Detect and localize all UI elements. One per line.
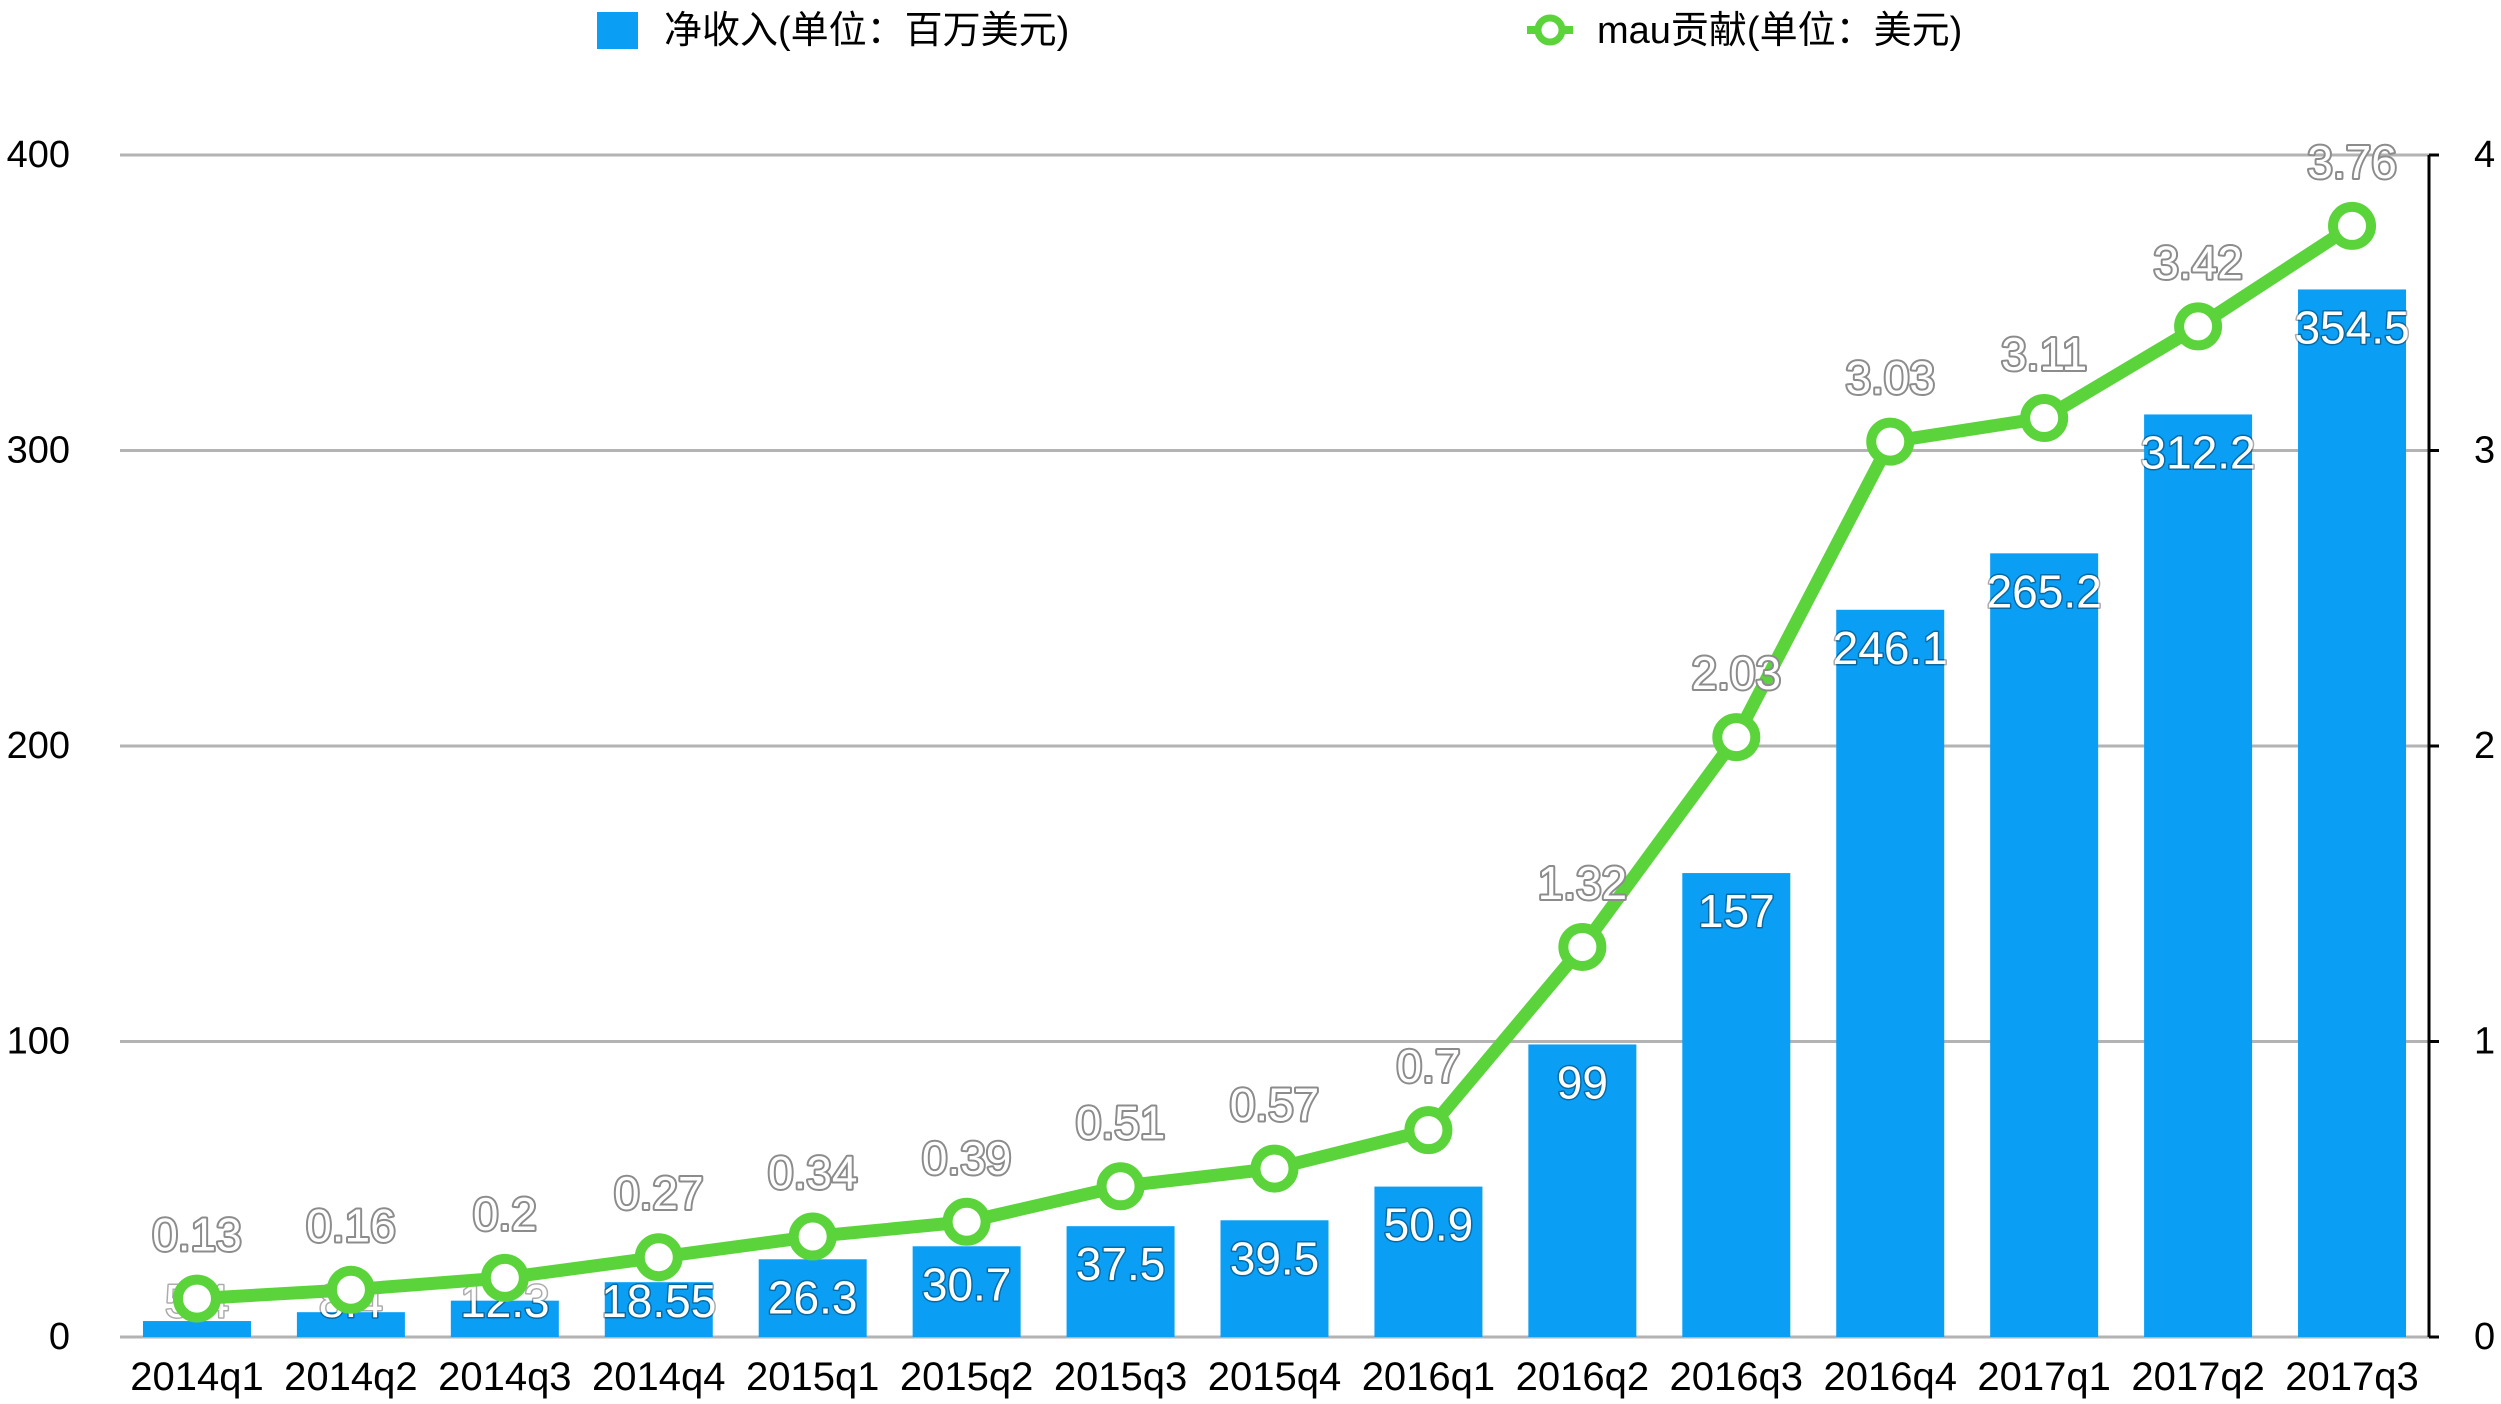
bar-data-label-2017q2: 312.2	[2141, 426, 2256, 478]
mau-point-2016q2	[1558, 922, 1607, 971]
bar-2017q2	[2144, 414, 2253, 1338]
bar-2016q3	[1682, 873, 1791, 1337]
legend-label-mau: mau贡献(单位：美元)	[1597, 10, 1962, 52]
legend-label-revenue: 净收入(单位：百万美元)	[664, 10, 1069, 52]
bar-2015q1	[758, 1259, 867, 1337]
bar-2016q1	[1374, 1186, 1483, 1337]
bar-data-label-2014q4: 18.55	[601, 1275, 716, 1327]
x-tick-label: 2015q3	[1054, 1355, 1187, 1399]
mau-point-2015q3	[1096, 1162, 1145, 1211]
mau-point-2014q2	[326, 1265, 375, 1314]
x-tick-label: 2015q4	[1208, 1355, 1341, 1399]
left-y-axis-labels: 0 100 200 300 400	[7, 134, 70, 1358]
mau-data-label-2014q3: 0.2	[473, 1188, 537, 1240]
x-tick-label: 2016q2	[1516, 1355, 1649, 1399]
revenue-bars	[142, 289, 2407, 1338]
mau-data-label-2015q2: 0.39	[922, 1132, 1012, 1184]
left-y-tick-label: 200	[7, 725, 70, 767]
x-tick-label: 2014q3	[438, 1355, 571, 1399]
bar-data-label-2017q1: 265.2	[1987, 565, 2102, 617]
mau-point-2016q1	[1404, 1106, 1453, 1155]
x-tick-label: 2014q1	[130, 1355, 263, 1399]
legend-swatch-revenue	[597, 12, 638, 49]
mau-points	[172, 201, 2377, 1323]
mau-data-label-2017q2: 3.42	[2153, 236, 2243, 288]
legend-swatch-mau-marker	[1534, 14, 1566, 46]
bar-2016q2	[1528, 1044, 1637, 1337]
bar-data-label-2015q4: 39.5	[1230, 1232, 1320, 1284]
right-y-tick-label: 4	[2474, 134, 2495, 176]
mau-point-2015q2	[942, 1197, 991, 1246]
mau-data-label-2016q3: 2.03	[1692, 647, 1782, 699]
x-tick-label: 2016q1	[1362, 1355, 1495, 1399]
x-tick-label: 2015q1	[746, 1355, 879, 1399]
mau-point-2016q4	[1866, 417, 1915, 466]
bar-data-label-2017q3: 354.5	[2294, 301, 2409, 353]
mau-point-2015q1	[788, 1212, 837, 1261]
right-y-tick-label: 0	[2474, 1316, 2495, 1358]
mau-data-label-2017q1: 3.11	[2001, 328, 2087, 380]
left-y-tick-label: 400	[7, 134, 70, 176]
x-tick-label: 2014q2	[284, 1355, 417, 1399]
mau-point-2015q4	[1250, 1144, 1299, 1193]
mau-point-2016q3	[1712, 713, 1761, 762]
x-tick-label: 2017q2	[2131, 1355, 2264, 1399]
bar-2017q3	[2298, 289, 2407, 1337]
mau-point-2014q1	[172, 1274, 221, 1323]
bar-2016q4	[1836, 609, 1945, 1337]
bar-2017q1	[1990, 553, 2099, 1337]
x-tick-label: 2016q3	[1670, 1355, 1803, 1399]
bar-2014q4	[604, 1282, 713, 1337]
mau-point-2017q2	[2174, 302, 2223, 351]
x-tick-label: 2017q1	[1977, 1355, 2110, 1399]
bar-2014q3	[450, 1300, 559, 1337]
mau-data-labels: 0.13 0.16 0.2 0.27 0.34 0.39 0.51 0.57 0.7 1.32 2.…	[150, 134, 2399, 1263]
bar-data-label-2015q2: 30.7	[922, 1258, 1012, 1310]
bar-data-label-2015q3: 37.5	[1076, 1238, 1166, 1290]
right-y-axis	[2427, 153, 2439, 1339]
bar-2015q2	[912, 1246, 1021, 1337]
bar-2015q3	[1066, 1226, 1175, 1337]
mau-data-label-2016q1: 0.7	[1396, 1040, 1460, 1092]
mau-point-2014q3	[480, 1253, 529, 1302]
mau-data-label-2014q4: 0.27	[614, 1167, 704, 1219]
left-y-tick-label: 100	[7, 1021, 70, 1063]
mau-data-label-2015q4: 0.57	[1230, 1079, 1320, 1131]
right-y-tick-label: 3	[2474, 430, 2495, 472]
right-y-axis-labels: 0 1 2 3 4	[2474, 134, 2495, 1358]
right-y-tick-label: 1	[2474, 1021, 2495, 1063]
mau-point-2014q4	[634, 1233, 683, 1282]
mau-data-label-2015q3: 0.51	[1076, 1096, 1166, 1148]
x-axis-labels: 2014q1 2014q2 2014q3 2014q4 2015q1 2015q2 2015…	[130, 1355, 2419, 1399]
mau-data-label-2016q4: 3.03	[1845, 352, 1935, 404]
legend: 净收入(单位：百万美元) mau贡献(单位：美元)	[597, 10, 1962, 52]
mau-data-label-2017q3: 3.76	[2307, 136, 2397, 188]
bar-2015q4	[1220, 1220, 1329, 1337]
bar-data-label-2016q2: 99	[1557, 1056, 1608, 1108]
bar-data-label-2016q4: 246.1	[1833, 622, 1948, 674]
revenue-data-labels: 5.48.412.318.5526.330.737.539.550.999157…	[163, 300, 2411, 1329]
left-y-tick-label: 300	[7, 430, 70, 472]
mau-data-label-2014q1: 0.13	[152, 1209, 242, 1261]
right-y-tick-label: 2	[2474, 725, 2495, 767]
bar-2014q2	[296, 1312, 405, 1337]
bar-2014q1	[142, 1321, 251, 1337]
x-tick-label: 2015q2	[900, 1355, 1033, 1399]
x-tick-label: 2016q4	[1823, 1355, 1956, 1399]
mau-data-label-2016q2: 1.32	[1538, 857, 1628, 909]
bar-data-label-2015q1: 26.3	[768, 1271, 858, 1323]
mau-data-label-2014q2: 0.16	[306, 1200, 396, 1252]
mau-point-2017q1	[2020, 393, 2069, 442]
mau-data-label-2015q1: 0.34	[768, 1147, 858, 1199]
x-tick-label: 2014q4	[592, 1355, 725, 1399]
left-y-tick-label: 0	[49, 1316, 70, 1358]
bar-data-label-2016q3: 157	[1698, 885, 1775, 937]
mau-point-2017q3	[2328, 201, 2377, 250]
x-tick-label: 2017q3	[2285, 1355, 2418, 1399]
bar-data-label-2016q1: 50.9	[1384, 1199, 1474, 1251]
